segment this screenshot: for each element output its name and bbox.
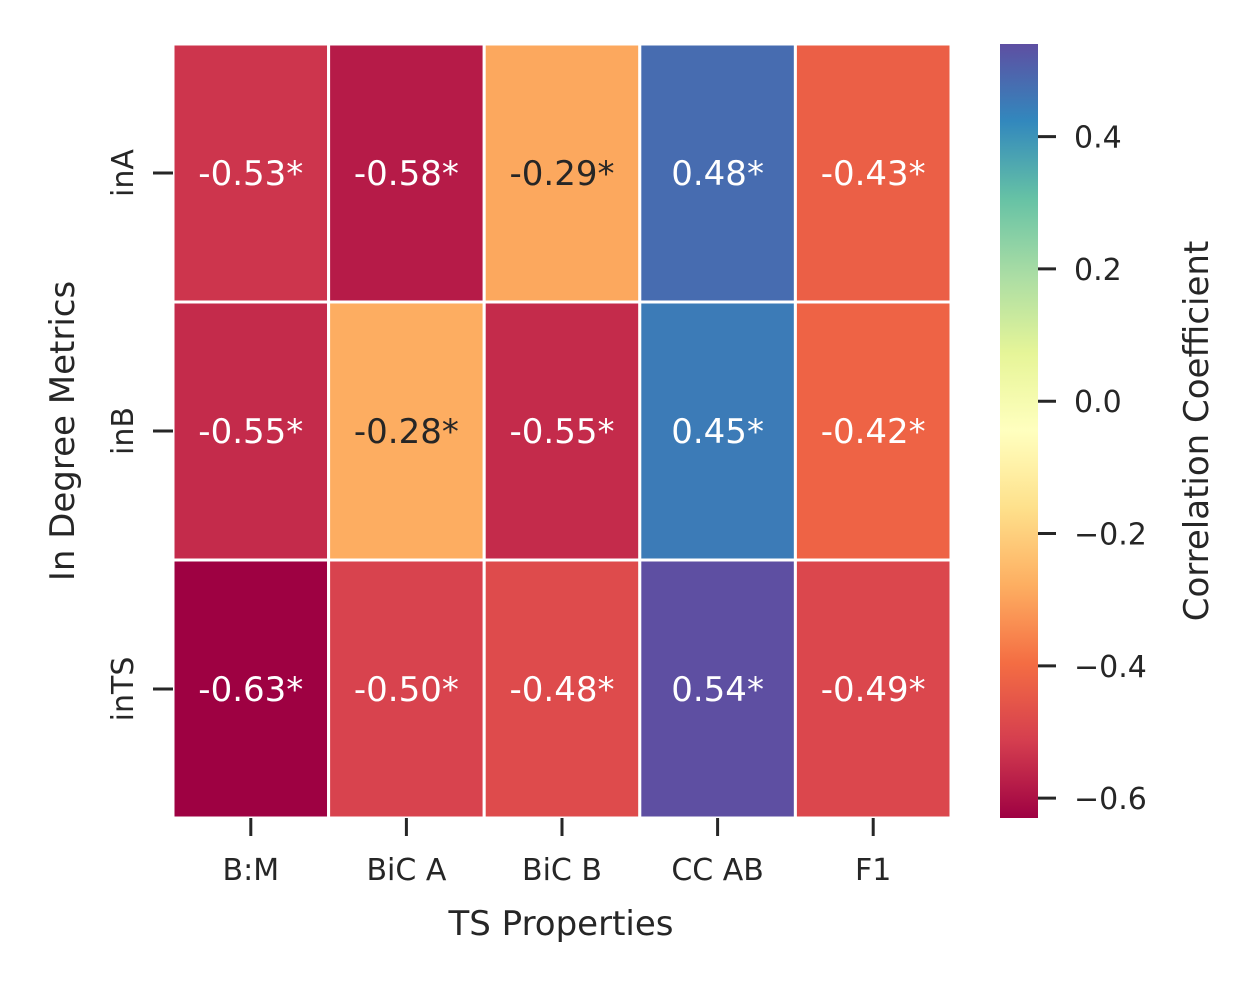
x-tick-label: BiC A [366, 853, 446, 888]
cell-value-label: -0.28* [354, 412, 459, 452]
colorbar-tick-label: 0.4 [1074, 121, 1122, 156]
cell-value-label: -0.50* [354, 670, 459, 710]
y-axis-label: In Degree Metrics [43, 281, 83, 581]
x-tick-label: CC AB [671, 853, 764, 888]
heatmap-cell [793, 300, 953, 562]
colorbar-ticks: 0.4 0.2 0.0 −0.2 −0.4 −0.6 [1038, 121, 1147, 817]
y-tick-label: inA [106, 149, 141, 197]
cell-value-label: -0.29* [510, 154, 615, 194]
y-tick-label: inB [106, 407, 141, 455]
cell-value-label: -0.42* [821, 412, 926, 452]
cell-value-label: -0.43* [821, 154, 926, 194]
cell-value-label: -0.49* [821, 670, 926, 710]
x-axis-ticks: B:M BiC A BiC B CC AB F1 [223, 818, 891, 888]
heatmap-cell [482, 42, 642, 304]
colorbar-label: Correlation Coefficient [1177, 241, 1217, 622]
cell-value-label: -0.63* [198, 670, 303, 710]
y-axis-ticks: inA inB inTS [106, 149, 173, 722]
heatmap-cells: -0.53* -0.58* -0.29* 0.48* -0.43* -0.55* -0.28… [171, 42, 953, 820]
x-tick-label: BiC B [522, 853, 602, 888]
cell-value-label: -0.58* [354, 154, 459, 194]
x-axis-label: TS Properties [448, 904, 674, 944]
cell-value-label: 0.48* [671, 154, 764, 194]
cell-value-label: -0.48* [510, 670, 615, 710]
y-tick-label: inTS [106, 657, 141, 722]
heatmap-cell [638, 558, 797, 820]
colorbar [1000, 44, 1038, 818]
heatmap-cell [327, 42, 486, 304]
cell-value-label: 0.54* [671, 670, 764, 710]
cell-value-label: -0.55* [510, 412, 615, 452]
heatmap-cell [482, 300, 642, 562]
colorbar-tick-label: −0.6 [1074, 782, 1147, 817]
colorbar-tick-label: 0.2 [1074, 253, 1122, 288]
colorbar-tick-label: −0.4 [1074, 650, 1147, 685]
cell-value-label: -0.55* [198, 412, 303, 452]
heatmap-cell [638, 42, 797, 304]
colorbar-tick-label: −0.2 [1074, 518, 1147, 553]
x-tick-label: B:M [223, 853, 280, 888]
cell-value-label: 0.45* [671, 412, 764, 452]
x-tick-label: F1 [855, 853, 891, 888]
heatmap-cell [327, 558, 486, 820]
cell-value-label: -0.53* [198, 154, 303, 194]
colorbar-tick-label: 0.0 [1074, 385, 1122, 420]
heatmap-cell [171, 42, 331, 304]
heatmap-cell [793, 558, 953, 820]
